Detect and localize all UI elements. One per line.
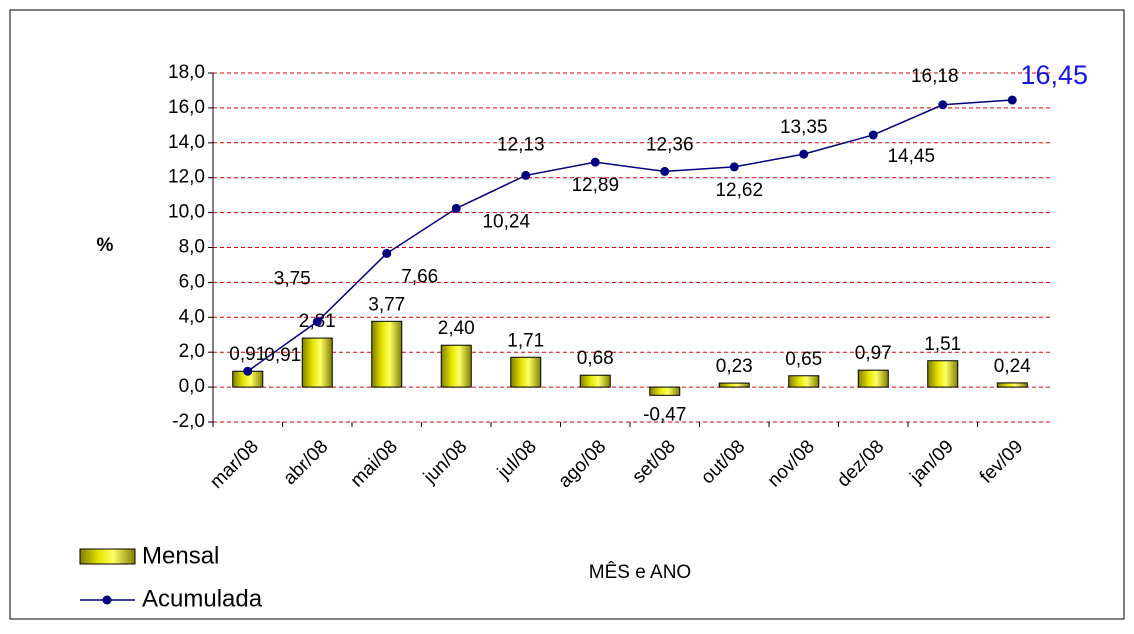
bar-value-label: 3,77	[368, 294, 405, 315]
legend-label: Acumulada	[142, 585, 263, 612]
bar-value-label: 0,68	[577, 348, 614, 369]
bar-value-label: 0,97	[855, 343, 892, 364]
line-point	[382, 248, 392, 258]
line-value-label: 16,18	[911, 66, 959, 87]
line-value-label: 12,89	[571, 175, 619, 196]
bar	[649, 386, 681, 396]
line-point	[521, 170, 531, 180]
chart-frame	[9, 9, 1125, 620]
line-point	[451, 203, 461, 213]
bar	[927, 360, 959, 388]
bar-value-label: 0,65	[785, 349, 822, 370]
line-point	[938, 100, 948, 110]
bar-value-label: 0,91	[229, 344, 266, 365]
line-point	[660, 166, 670, 176]
x-axis-title: MÊS e ANO	[589, 561, 691, 583]
line-value-label: 10,24	[482, 211, 530, 232]
bar	[579, 374, 611, 388]
line-value-label: 0,91	[264, 345, 301, 366]
y-axis-title: %	[97, 235, 114, 256]
y-tick-label: 8,0	[179, 237, 205, 258]
line-point	[729, 162, 739, 172]
bar	[301, 337, 333, 388]
bar	[857, 369, 889, 388]
legend-swatch	[102, 595, 112, 605]
bar	[718, 382, 750, 388]
bar-value-label: -0,47	[643, 404, 686, 425]
bar	[510, 356, 542, 388]
y-tick-label: 18,0	[168, 62, 205, 83]
bar	[996, 382, 1028, 388]
bar-value-label: 1,51	[924, 334, 961, 355]
line-point	[312, 317, 322, 327]
y-tick-label: -2,0	[172, 411, 205, 432]
line-point	[799, 149, 809, 159]
y-tick-label: 4,0	[179, 306, 205, 327]
y-tick-label: 2,0	[179, 341, 205, 362]
line-point	[243, 366, 253, 376]
y-tick-label: 12,0	[168, 167, 205, 188]
line-value-label: 14,45	[887, 146, 935, 167]
bar-value-label: 0,24	[994, 356, 1031, 377]
line-value-label: 3,75	[274, 269, 311, 290]
line-point	[868, 130, 878, 140]
line	[247, 99, 1013, 372]
y-tick-label: 0,0	[179, 376, 205, 397]
y-tick-label: 6,0	[179, 271, 205, 292]
y-tick-label: 10,0	[168, 202, 205, 223]
y-tick-label: 14,0	[168, 132, 205, 153]
bar	[788, 375, 820, 388]
y-tick-label: 16,0	[168, 97, 205, 118]
bar	[440, 344, 472, 388]
legend-swatch	[79, 548, 136, 565]
line-value-label: 12,36	[646, 134, 694, 155]
legend-label: Mensal	[142, 542, 219, 569]
line-value-label: 12,62	[715, 180, 763, 201]
line-point	[1007, 95, 1017, 105]
bar	[371, 320, 403, 388]
bar-value-label: 0,23	[716, 356, 753, 377]
bar-value-label: 2,40	[438, 318, 475, 339]
line-value-label: 16,45	[1020, 60, 1088, 90]
line-value-label: 13,35	[780, 117, 828, 138]
line-value-label: 7,66	[401, 266, 438, 287]
line-value-label: 12,13	[497, 134, 545, 155]
bar-value-label: 1,71	[507, 330, 544, 351]
line-point	[590, 157, 600, 167]
